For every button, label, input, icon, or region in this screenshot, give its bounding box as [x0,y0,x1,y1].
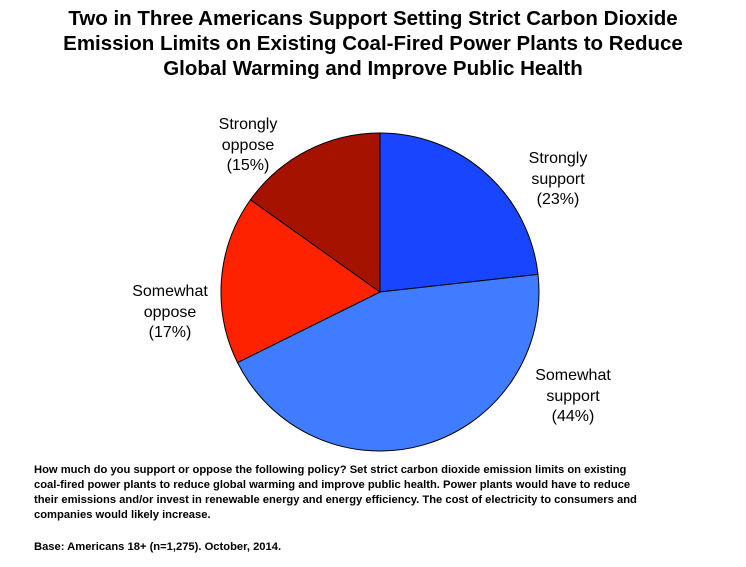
chart-title-line: Global Warming and Improve Public Health [163,57,583,80]
slice-label-line: support [531,170,585,188]
slice-value-label: (44%) [551,408,595,425]
slice-label-somewhat-oppose: Somewhat oppose (17%) [122,282,218,344]
slice-label-line: Strongly [528,150,588,167]
slice-value-label: (23%) [536,191,580,208]
slice-label-line: Strongly [218,116,278,133]
chart-title-line: Emission Limits on Existing Coal-Fired P… [63,32,683,55]
pie-slice-strongly-support [379,132,539,293]
question-line: How much do you support or oppose the fo… [34,464,627,476]
slice-label-line: support [546,387,600,405]
question-line: companies would likely increase. [34,509,211,521]
slice-label-line: oppose [143,303,197,321]
base-note: Base: Americans 18+ (n=1,275). October, … [34,541,282,553]
question-line: coal-fired power plants to reduce global… [34,479,631,491]
pie-slice-somewhat-oppose [220,199,381,364]
slice-label-strongly-oppose: Strongly oppose (15%) [202,115,294,177]
slice-value-label: (17%) [148,324,192,341]
slice-label-line: Somewhat [535,367,611,384]
slice-label-strongly-support: Strongly support (23%) [512,149,604,211]
pie-slice-strongly-oppose [249,132,381,293]
slice-label-line: Somewhat [132,283,208,300]
slice-value-label: (15%) [226,157,270,174]
question-line: their emissions and/or invest in renewab… [34,494,637,506]
chart-title-line: Two in Three Americans Support Setting S… [68,7,678,30]
slice-label-line: oppose [221,136,275,154]
slice-label-somewhat-support: Somewhat support (44%) [525,366,621,428]
question-text: How much do you support or oppose the fo… [34,463,734,523]
pie-slice-somewhat-support [236,273,540,452]
chart-title: Two in Three Americans Support Setting S… [20,6,726,81]
